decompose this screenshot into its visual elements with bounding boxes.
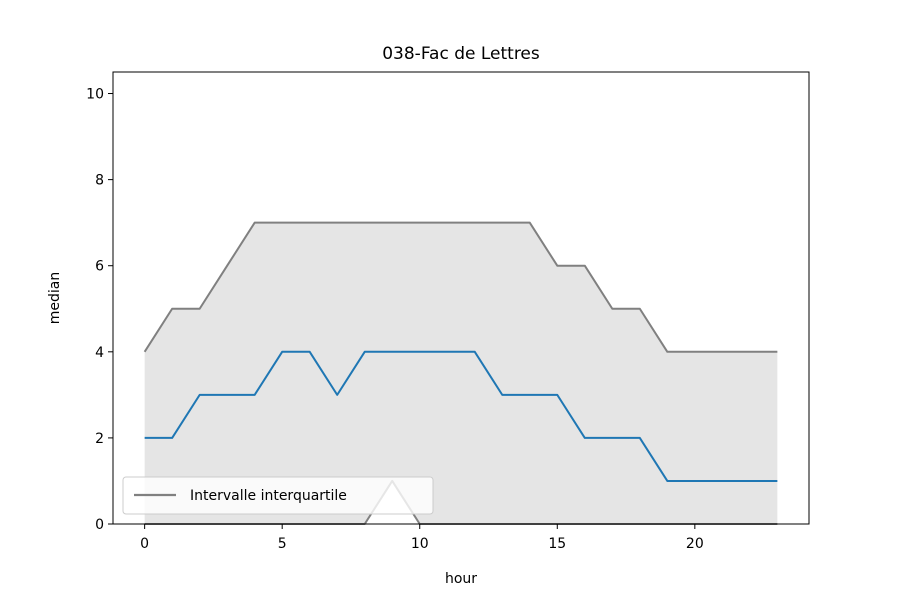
y-tick-label: 6 <box>95 259 104 275</box>
legend-box <box>122 476 434 515</box>
x-axis: 0 5 10 15 20 <box>140 524 704 552</box>
median-line <box>144 350 778 482</box>
x-axis-label: hour <box>445 571 477 587</box>
legend-label-iqr: Intervalle interquartile <box>190 488 347 504</box>
y-tick-label: 10 <box>86 87 104 103</box>
iqr-band-layer <box>144 222 778 524</box>
iqr-band-fill <box>144 222 778 524</box>
legend: Intervalle interquartile <box>122 476 434 515</box>
x-tick-label: 15 <box>548 536 566 552</box>
x-tick-label: 5 <box>278 536 287 552</box>
y-tick-label: 2 <box>95 431 104 447</box>
y-tick-label: 0 <box>95 517 104 533</box>
x-tick-label: 0 <box>140 536 149 552</box>
y-tick-label: 8 <box>95 173 104 189</box>
y-tick-label: 4 <box>95 345 104 361</box>
x-tick-label: 20 <box>686 536 704 552</box>
iqr-upper-line <box>143 221 778 353</box>
chart-title: 038-Fac de Lettres <box>382 44 540 64</box>
plot-frame <box>112 71 810 525</box>
x-tick-label: 10 <box>411 536 429 552</box>
y-axis: 0 2 4 6 8 10 <box>86 87 113 533</box>
y-axis-label: median <box>47 272 63 324</box>
